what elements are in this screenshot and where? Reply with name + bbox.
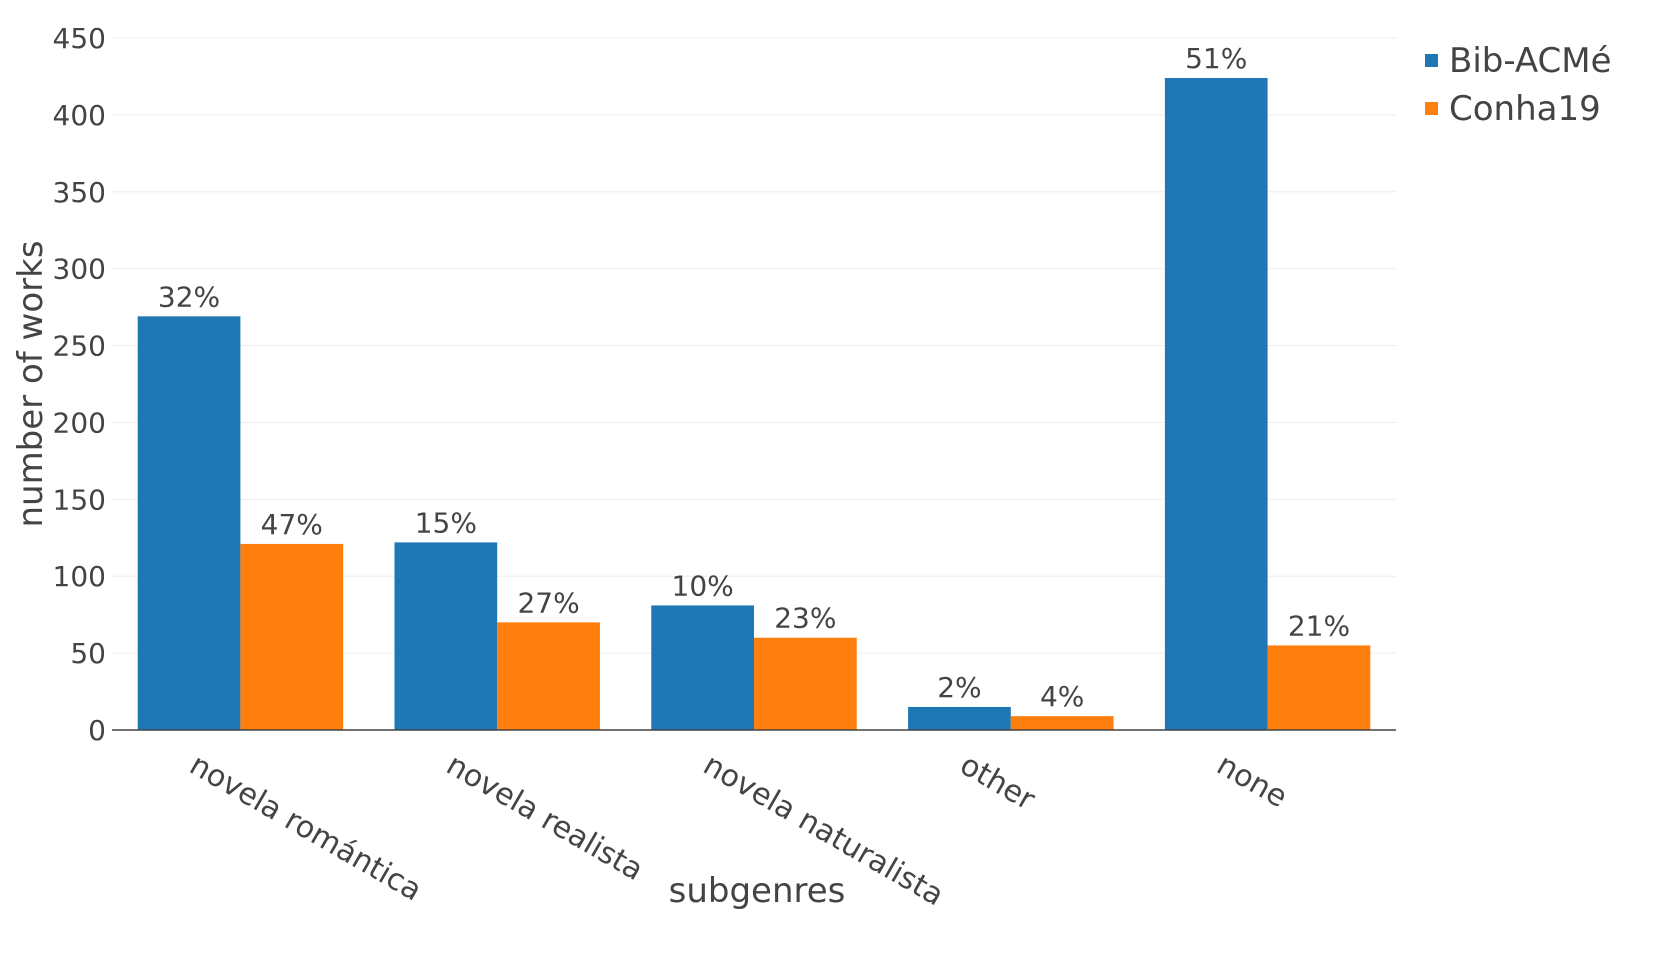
y-tick-label: 100 [53,560,106,593]
bar-series-2 [240,543,344,730]
x-tick-label: novela romántica [184,747,428,908]
data-label: 51% [1185,42,1247,75]
x-tick-label: none [1211,747,1293,815]
legend-swatch [1425,54,1438,67]
y-tick-label: 350 [53,176,106,209]
data-label: 23% [774,602,836,635]
bars [137,77,1371,730]
bar-series-1 [651,605,754,730]
y-tick-labels: 0 50 100 150 200 250 300 350 400 450 [53,22,106,747]
bar-series-2 [1010,716,1114,730]
bar-series-1 [908,706,1011,730]
bar-series-2 [497,622,600,730]
y-tick-label: 450 [53,22,106,55]
y-tick-label: 0 [88,714,106,747]
y-axis-title: number of works [11,240,51,527]
legend-label: Bib-ACMé [1449,41,1612,81]
y-tick-label: 300 [53,253,106,286]
legend-label: Conha19 [1449,89,1601,129]
data-label: 32% [158,280,220,313]
x-axis-title: subgenres [669,871,846,911]
y-tick-label: 150 [53,483,106,516]
data-labels: 32% 47% 15% 27% 10% 23% 2% 4% 51% 21% [158,42,1350,713]
x-tick-label: novela realista [440,747,649,888]
legend: Bib-ACMé Conha19 [1425,41,1612,129]
data-label: 15% [415,506,477,539]
data-label: 2% [937,671,981,704]
y-tick-label: 200 [53,406,106,439]
data-label: 47% [261,508,323,541]
bar-series-1 [394,542,498,730]
y-tick-label: 250 [53,330,106,363]
data-label: 21% [1288,609,1350,642]
x-tick-label: other [954,747,1041,818]
y-tick-label: 400 [53,99,106,132]
legend-swatch [1425,102,1438,115]
bar-series-2 [1267,645,1371,730]
bar-series-1 [1164,77,1268,730]
data-label: 27% [517,586,579,619]
data-label: 4% [1040,680,1084,713]
data-label: 10% [672,569,734,602]
bar-series-2 [754,637,857,730]
bar-series-1 [137,316,241,730]
y-tick-label: 50 [70,637,106,670]
